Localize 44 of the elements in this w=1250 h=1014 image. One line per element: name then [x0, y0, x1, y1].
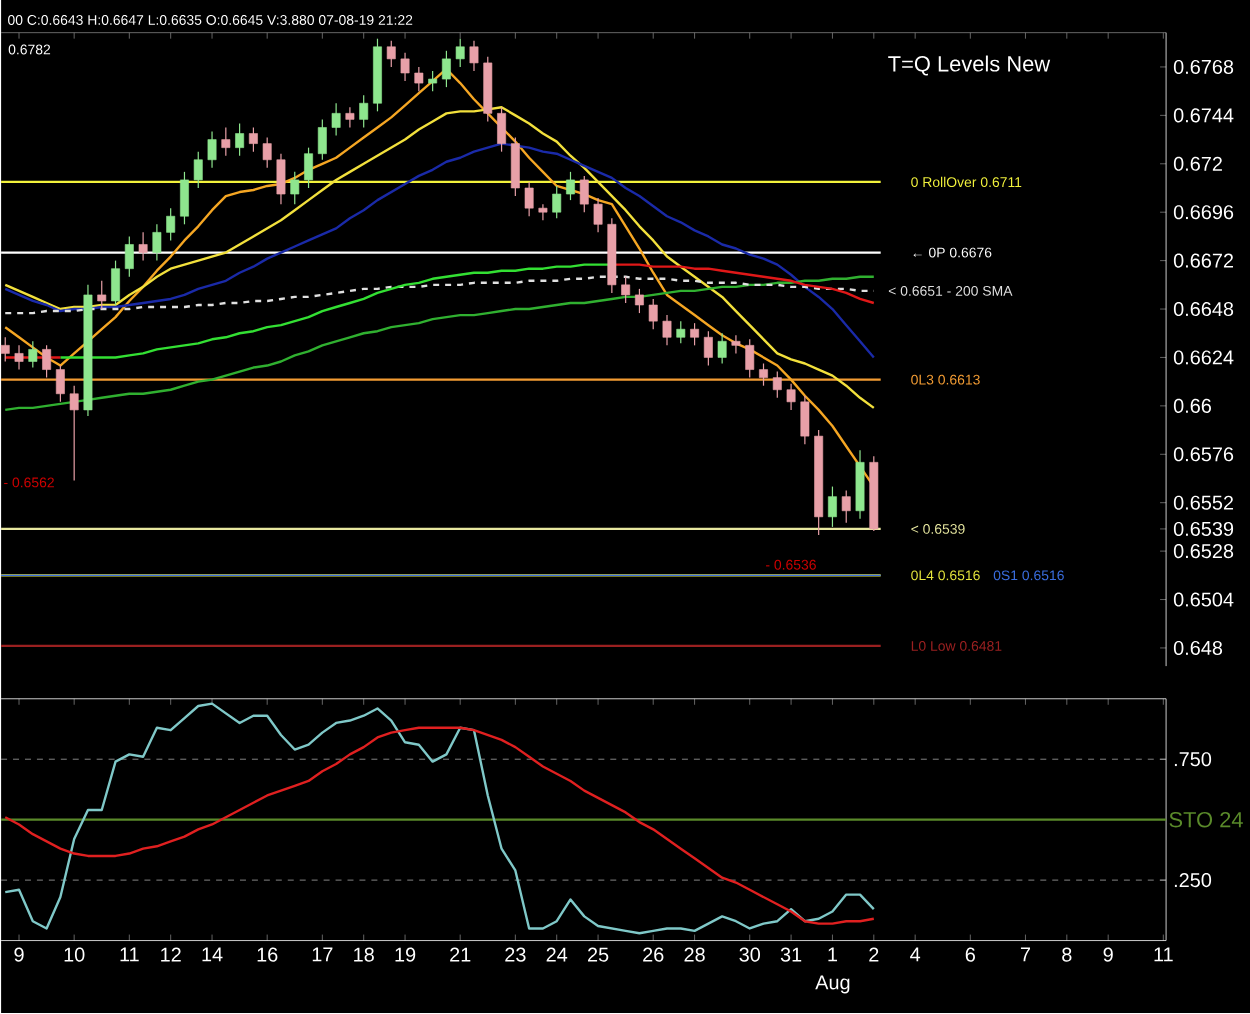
x-tick-label: 7	[1020, 948, 1031, 962]
y-tick-label: 0.6744	[1173, 108, 1234, 123]
y-tick-label: 0.6576	[1173, 447, 1234, 462]
y-tick-label: 0.672	[1173, 157, 1222, 172]
y-tick-label: 0.6672	[1173, 254, 1234, 269]
x-tick-label: 19	[395, 948, 416, 963]
y-tick-label: 0.6624	[1173, 350, 1234, 365]
x-tick-label: 4	[910, 948, 921, 962]
x-tick-label: 11	[120, 948, 139, 962]
x-tick-label: 26	[643, 948, 664, 963]
x-tick-label: 9	[14, 948, 24, 963]
y-tick-label: 0.6552	[1173, 496, 1234, 511]
y-tick-label: 0.6528	[1173, 544, 1234, 559]
text: Aug	[815, 975, 850, 994]
x-tick-label: 11	[1154, 948, 1173, 962]
x-tick-label: 6	[965, 948, 975, 963]
x-tick-label: 23	[505, 948, 526, 963]
x-tick-label: 18	[354, 948, 374, 963]
x-tick-label: 14	[202, 948, 223, 962]
x-tick-label: 21	[450, 948, 471, 962]
x-tick-label: 31	[780, 948, 802, 963]
x-tick-label: 8	[1062, 948, 1072, 963]
x-tick-label: 30	[739, 948, 761, 963]
ref-line-label: STO 24	[1169, 812, 1243, 828]
y-tick-label: 0.6648	[1173, 302, 1234, 317]
x-tick-label: 17	[312, 948, 333, 962]
y-tick-label: .250	[1174, 873, 1212, 888]
y-tick-label: .750	[1174, 752, 1212, 767]
x-tick-label: 12	[161, 948, 181, 962]
x-tick-label: 28	[684, 948, 705, 963]
y-tick-label: 0.66	[1173, 399, 1211, 414]
y-tick-label: 0.648	[1173, 641, 1223, 656]
x-tick-label: 24	[546, 948, 568, 962]
x-tick-label: 10	[64, 948, 85, 963]
y-tick-label: 0.6768	[1173, 60, 1234, 75]
x-tick-label: 9	[1103, 948, 1113, 963]
x-tick-label: 16	[257, 948, 278, 963]
y-tick-label: 0.6539	[1173, 522, 1234, 537]
x-tick-label: 1	[828, 948, 838, 962]
x-tick-label: 25	[588, 948, 609, 963]
x-tick-label: 2	[869, 948, 879, 962]
y-tick-label: 0.6696	[1173, 205, 1234, 220]
text: T=Q Levels New	[888, 55, 1051, 76]
y-tick-label: 0.6504	[1173, 592, 1234, 608]
